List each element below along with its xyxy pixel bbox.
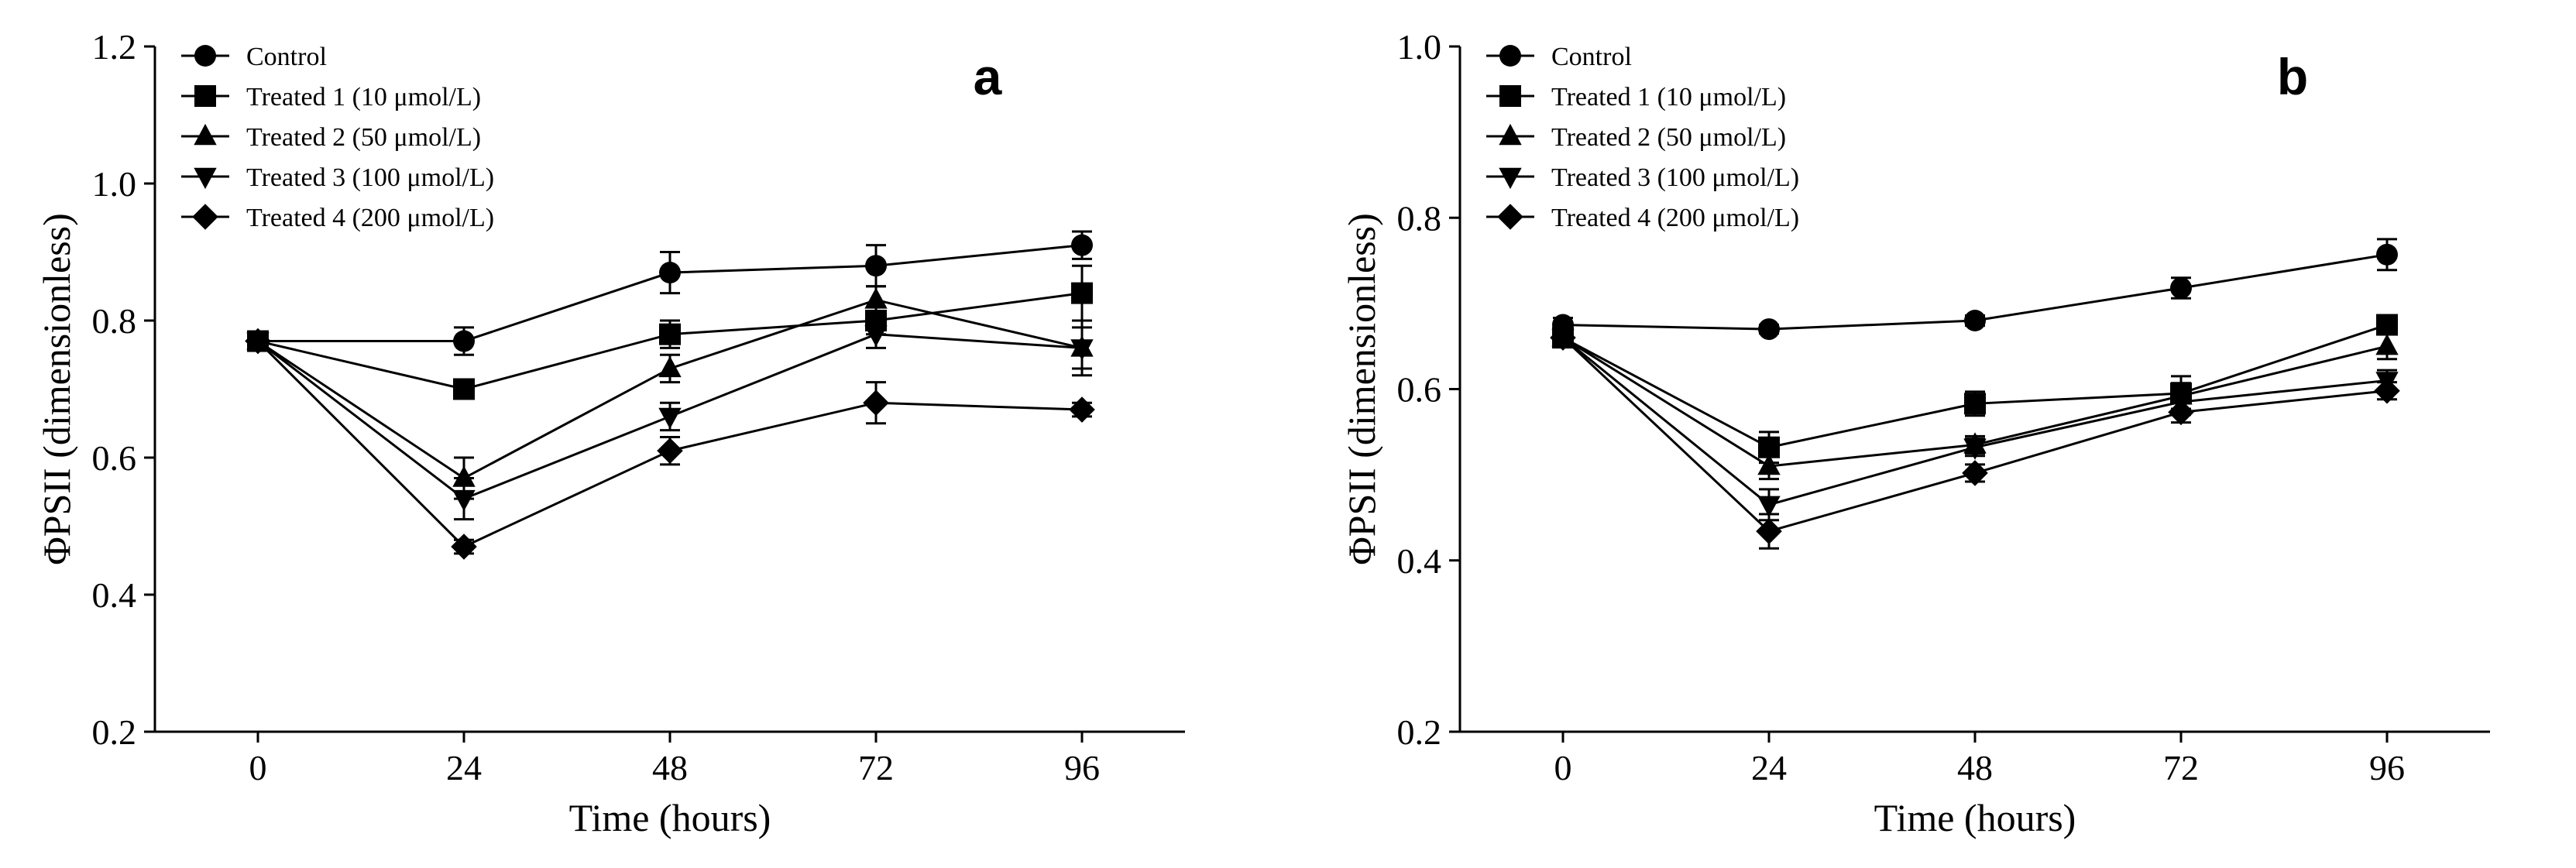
data-point <box>1756 518 1782 544</box>
x-tick-label: 24 <box>446 748 482 787</box>
legend-marker <box>194 85 216 107</box>
data-point <box>863 389 889 416</box>
legend-label: Treated 4 (200 μmol/L) <box>246 204 494 232</box>
data-point <box>1757 496 1781 517</box>
data-point <box>1069 396 1095 423</box>
data-point <box>2376 314 2398 336</box>
legend-marker <box>194 123 217 146</box>
x-tick-label: 96 <box>1064 748 1100 787</box>
legend-marker <box>194 45 216 67</box>
y-tick-label: 1.0 <box>1397 27 1442 67</box>
y-tick-label: 0.8 <box>1397 198 1442 238</box>
series-triangle-up <box>246 285 1094 500</box>
panel-a: 0.2 0.4 0.6 0.8 1.0 1.2 0 24 48 72 96 Time (hours) Φ… <box>35 27 1185 839</box>
data-point <box>452 465 476 487</box>
y-tick-label: 1.0 <box>92 164 137 204</box>
y-tick-label: 0.6 <box>92 438 137 478</box>
panel-letter: b <box>2277 48 2308 105</box>
series-circle <box>1552 238 2398 341</box>
y-tick-label: 0.2 <box>92 712 137 752</box>
data-point <box>1757 453 1781 475</box>
series-diamond <box>245 328 1095 560</box>
legend-label: Control <box>1551 43 1632 71</box>
data-point <box>864 287 888 309</box>
legend-marker <box>192 204 218 230</box>
legend-marker <box>1499 167 1522 190</box>
x-tick-label: 0 <box>1554 748 1572 787</box>
data-point <box>1071 282 1093 304</box>
legend: Control Treated 1 (10 μmol/L) Treated 2 (5… <box>1486 43 1799 232</box>
y-tick-label: 0.8 <box>92 301 137 341</box>
legend-marker <box>1499 85 1521 107</box>
data-point <box>453 330 475 352</box>
data-point <box>451 533 477 560</box>
legend-label: Treated 1 (10 μmol/L) <box>1551 83 1786 112</box>
data-point <box>2376 243 2398 266</box>
y-tick-label: 0.6 <box>1397 370 1442 410</box>
data-point <box>452 489 476 512</box>
data-point <box>1963 438 1987 460</box>
legend-marker <box>1499 45 1521 67</box>
data-point <box>658 407 682 429</box>
x-tick-label: 0 <box>249 748 267 787</box>
series-line <box>1562 324 2388 449</box>
data-point <box>659 262 681 284</box>
data-point <box>657 437 683 464</box>
data-point <box>864 325 888 347</box>
data-point <box>2170 276 2192 299</box>
y-tick-label: 0.4 <box>92 575 137 615</box>
x-tick-label: 24 <box>1751 748 1787 787</box>
x-tick-label: 72 <box>2163 748 2199 787</box>
x-tick-label: 72 <box>858 748 894 787</box>
x-tick-label: 96 <box>2369 748 2405 787</box>
legend-marker <box>1497 204 1523 230</box>
legend-label: Treated 2 (50 μmol/L) <box>246 123 481 152</box>
panel-b: 0.2 0.4 0.6 0.8 1.0 0 24 48 72 96 Time (hours) ΦPSI… <box>1340 27 2490 839</box>
data-point <box>1070 339 1094 361</box>
x-tick-label: 48 <box>1957 748 1993 787</box>
data-point <box>658 355 682 378</box>
data-point <box>1964 393 1986 415</box>
data-point <box>2375 334 2399 355</box>
y-tick-label: 1.2 <box>92 27 137 67</box>
data-point <box>1758 318 1780 341</box>
legend-label: Treated 4 (200 μmol/L) <box>1551 204 1799 232</box>
legend-label: Treated 3 (100 μmol/L) <box>246 163 494 192</box>
data-point <box>245 328 271 355</box>
data-point <box>865 255 887 277</box>
legend-label: Control <box>246 43 327 71</box>
data-point <box>2374 377 2400 404</box>
data-point <box>1550 324 1576 351</box>
x-axis-title: Time (hours) <box>569 796 771 839</box>
series-triangle-down <box>246 319 1094 521</box>
series-triangle-down <box>1551 328 2399 522</box>
data-point <box>1071 234 1093 256</box>
x-axis-title: Time (hours) <box>1874 796 2076 839</box>
y-axis-title: ΦPSII (dimensionless) <box>1340 213 1383 565</box>
data-point <box>453 378 475 400</box>
y-tick-label: 0.4 <box>1397 541 1442 581</box>
data-point <box>1964 310 1986 331</box>
legend: Control Treated 1 (10 μmol/L) Treated 2 (5… <box>181 43 494 232</box>
x-tick-label: 48 <box>652 748 688 787</box>
legend-marker <box>1499 123 1522 146</box>
y-axis-title: ΦPSII (dimensionless) <box>35 213 78 565</box>
legend-label: Treated 1 (10 μmol/L) <box>246 83 481 112</box>
y-tick-label: 0.2 <box>1397 712 1442 752</box>
data-point <box>659 323 681 345</box>
legend-label: Treated 2 (50 μmol/L) <box>1551 123 1786 152</box>
legend-label: Treated 3 (100 μmol/L) <box>1551 163 1799 192</box>
panel-letter: a <box>974 48 1003 105</box>
legend-marker <box>194 167 217 190</box>
data-point <box>2168 399 2194 426</box>
data-point <box>1962 460 1988 486</box>
series-diamond <box>1550 324 2400 550</box>
